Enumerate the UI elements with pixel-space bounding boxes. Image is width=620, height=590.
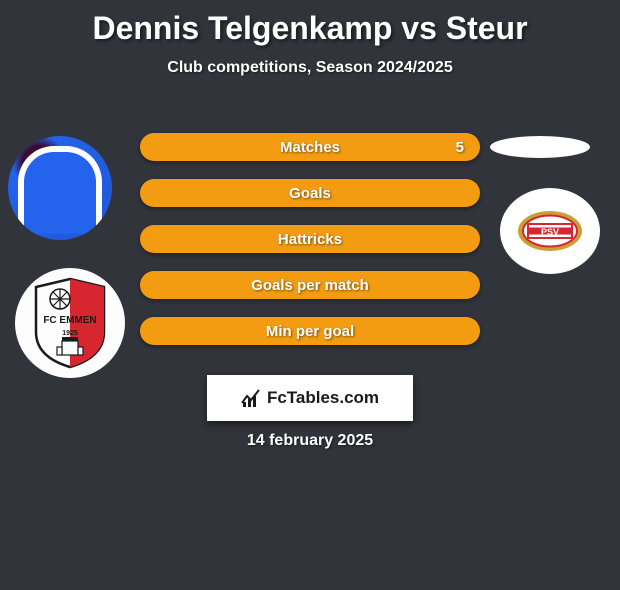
stats-bars: Matches 5 Goals Hattricks Goals per matc… — [140, 133, 480, 363]
svg-text:FC EMMEN: FC EMMEN — [43, 315, 96, 326]
stat-bar-min-per-goal: Min per goal — [140, 317, 480, 345]
stat-value-right: 5 — [456, 139, 464, 156]
right-club-badge: PSV — [500, 188, 600, 274]
page-subtitle: Club competitions, Season 2024/2025 — [0, 59, 620, 77]
footer-date: 14 february 2025 — [0, 432, 620, 450]
fc-emmen-logo-icon: FC EMMEN 1925 — [32, 277, 108, 369]
svg-text:1925: 1925 — [62, 330, 78, 337]
stat-bar-hattricks: Hattricks — [140, 225, 480, 253]
left-player-avatar — [8, 136, 112, 240]
stat-bar-matches: Matches 5 — [140, 133, 480, 161]
stat-label: Goals per match — [251, 277, 369, 294]
stat-label: Min per goal — [266, 323, 354, 340]
stats-icon — [241, 388, 261, 408]
left-club-badge: FC EMMEN 1925 — [15, 268, 125, 378]
right-player-avatar-placeholder — [490, 136, 590, 158]
player-jersey-icon — [8, 136, 112, 240]
source-name: FcTables.com — [267, 388, 379, 408]
psv-logo-icon: PSV — [517, 210, 583, 252]
page-title: Dennis Telgenkamp vs Steur — [0, 10, 620, 47]
stat-bar-goals-per-match: Goals per match — [140, 271, 480, 299]
stat-label: Hattricks — [278, 231, 342, 248]
source-badge[interactable]: FcTables.com — [207, 375, 413, 421]
stat-label: Matches — [280, 139, 340, 156]
stat-bar-goals: Goals — [140, 179, 480, 207]
svg-text:PSV: PSV — [541, 227, 559, 237]
stat-label: Goals — [289, 185, 331, 202]
